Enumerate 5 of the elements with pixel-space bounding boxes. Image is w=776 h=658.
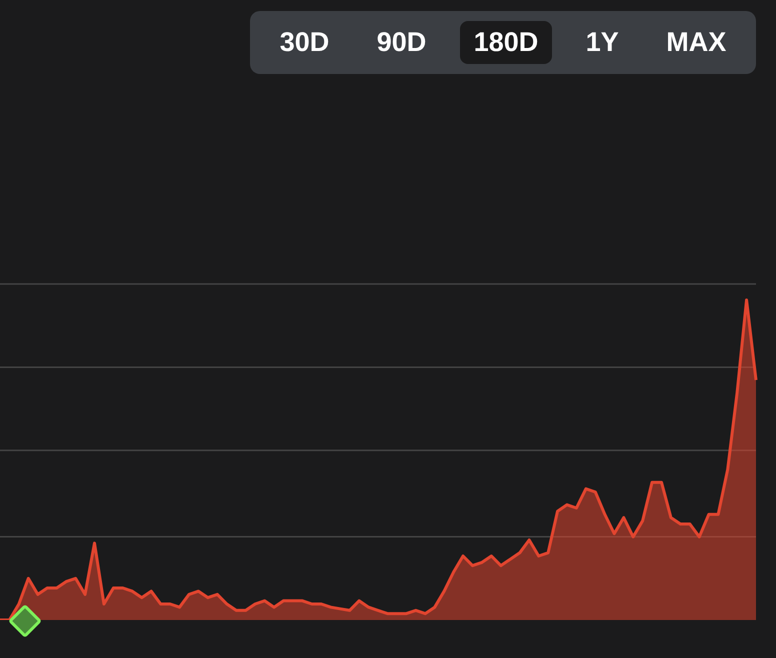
text: 180D xyxy=(460,21,552,64)
text: 30D xyxy=(266,21,344,64)
text: 1Y xyxy=(572,21,633,64)
text: 90D xyxy=(362,21,440,64)
text: MAX xyxy=(652,21,740,64)
